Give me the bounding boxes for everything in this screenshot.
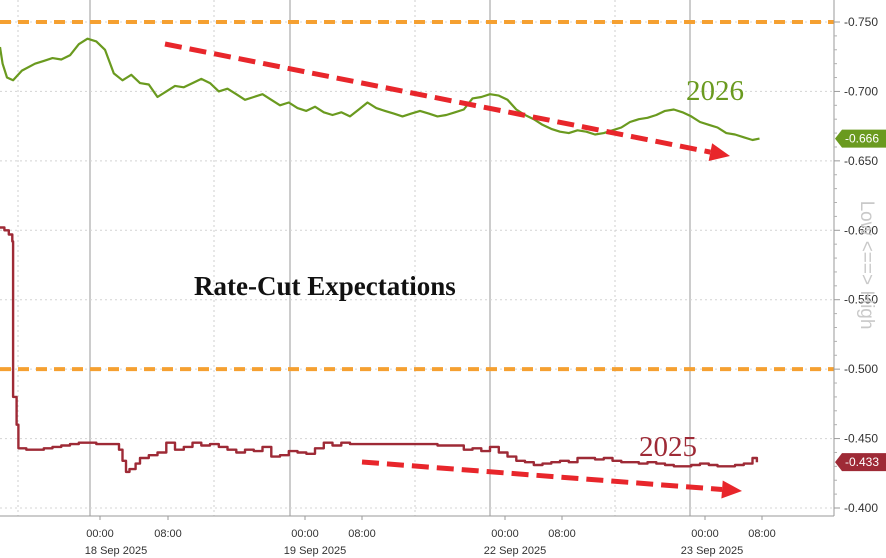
x-date-label: 23 Sep 2025: [681, 545, 743, 557]
y-tick-label: -0.600: [844, 223, 878, 237]
x-tick-label: 00:00: [291, 528, 319, 540]
x-tick-label: 00:00: [491, 528, 519, 540]
y-axis-label: Low <==> High: [856, 201, 877, 330]
x-date-label: 19 Sep 2025: [284, 545, 346, 557]
x-date-label: 18 Sep 2025: [85, 545, 147, 557]
trend-arrow-shaft: [361, 459, 723, 492]
y-axis-label-group: Low <==> High: [856, 201, 877, 330]
x-tick-label: 08:00: [154, 528, 182, 540]
series-lines: [0, 37, 760, 474]
chart-title: Rate-Cut Expectations: [194, 271, 456, 301]
reference-lines: [0, 20, 834, 372]
last-value-label-2026: -0.666: [845, 132, 879, 146]
y-tick-label: -0.750: [844, 15, 878, 29]
trend-arrow-shaft: [164, 41, 711, 155]
y-tick-label: -0.550: [844, 293, 878, 307]
last-value-label-2025: -0.433: [845, 455, 879, 469]
y-tick-label: -0.500: [844, 362, 878, 376]
trend-arrow-head: [708, 143, 730, 161]
x-date-label: 22 Sep 2025: [484, 545, 546, 557]
y-tick-label: -0.650: [844, 154, 878, 168]
last-value-badges: -0.666 -0.433: [835, 129, 886, 472]
x-tick-label: 08:00: [748, 528, 776, 540]
last-value-badge-2025: [835, 453, 886, 472]
trend-arrows: [164, 41, 742, 499]
last-value-badge-2026: [835, 129, 886, 148]
series-line-2025: [0, 226, 759, 474]
series-label-2025: 2025: [639, 431, 697, 463]
y-tick-label: -0.700: [844, 84, 878, 98]
y-tick-label: -0.450: [844, 432, 878, 446]
x-tick-label: 08:00: [548, 528, 576, 540]
series-line-2026: [0, 37, 760, 142]
trend-arrow-head: [721, 480, 742, 499]
x-tick-label: 00:00: [691, 528, 719, 540]
x-tick-label: 00:00: [86, 528, 114, 540]
series-label-2026: 2026: [686, 75, 744, 107]
y-tick-label: -0.400: [844, 501, 878, 515]
x-tick-label: 08:00: [348, 528, 376, 540]
